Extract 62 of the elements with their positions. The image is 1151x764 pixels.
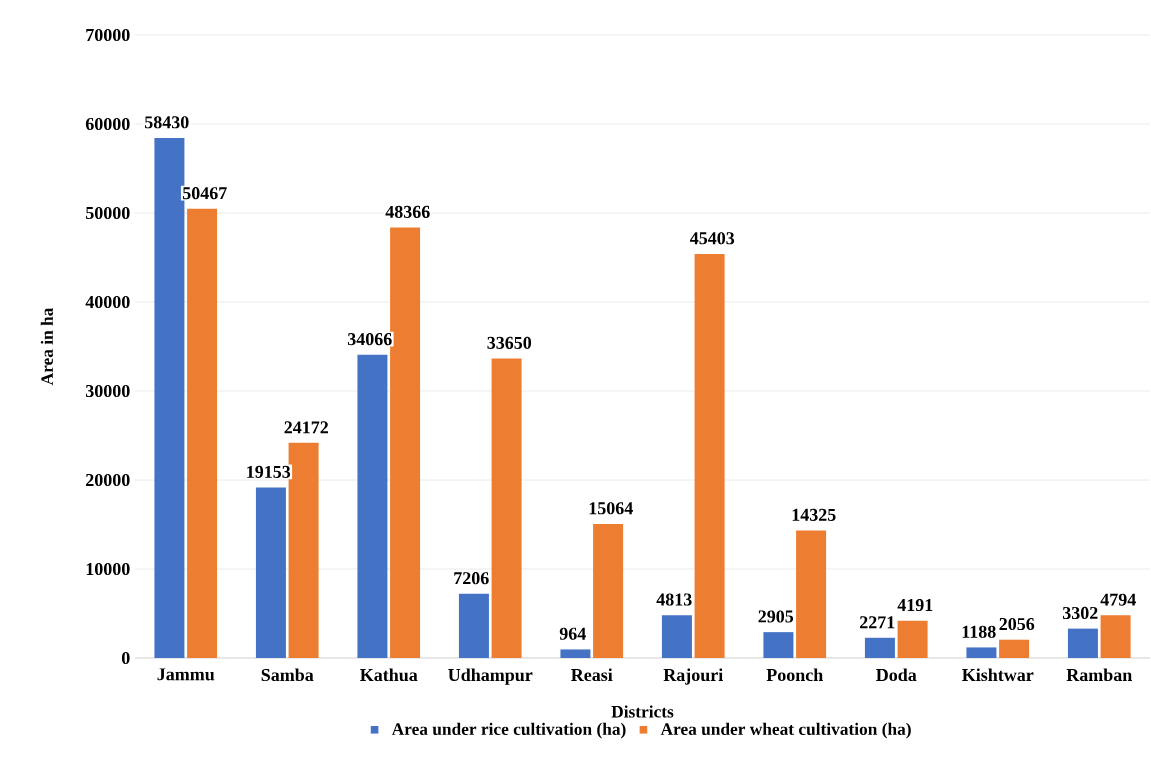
x-tick-label: Doda bbox=[876, 668, 917, 682]
data-label: 4794 bbox=[1100, 593, 1136, 606]
bar bbox=[864, 637, 895, 658]
y-tick-label: 30000 bbox=[85, 384, 130, 398]
data-label: 964 bbox=[559, 627, 586, 640]
bar bbox=[999, 639, 1030, 658]
y-tick-label: 50000 bbox=[86, 206, 130, 220]
y-tick-label: 60000 bbox=[85, 117, 130, 131]
x-tick-label: Jammu bbox=[157, 668, 215, 681]
data-label: 50467 bbox=[182, 187, 227, 200]
data-label: 2905 bbox=[758, 610, 794, 623]
bar bbox=[796, 530, 827, 658]
y-axis-title: Area in ha bbox=[40, 307, 53, 386]
data-label: 15064 bbox=[589, 502, 633, 515]
x-axis-title: Districts bbox=[611, 705, 674, 718]
bar bbox=[1067, 628, 1098, 658]
bar bbox=[1100, 615, 1131, 658]
bar bbox=[661, 615, 692, 658]
x-tick-label: Rajouri bbox=[663, 668, 723, 685]
data-label: 2271 bbox=[860, 616, 895, 629]
data-label: 14325 bbox=[792, 508, 836, 521]
bar bbox=[966, 647, 997, 658]
x-tick-label: Kathua bbox=[360, 668, 418, 682]
bar bbox=[255, 487, 286, 658]
legend-label: Area under wheat cultivation (ha) bbox=[660, 722, 911, 739]
bar bbox=[593, 523, 624, 658]
data-label: 45403 bbox=[690, 232, 735, 245]
data-label: 1188 bbox=[962, 625, 996, 638]
data-label: 24172 bbox=[284, 421, 328, 434]
data-label: 2056 bbox=[999, 617, 1035, 631]
legend-label: Area under rice cultivation (ha) bbox=[391, 722, 626, 739]
x-tick-label: Udhampur bbox=[448, 668, 533, 685]
bar bbox=[288, 442, 319, 658]
data-label: 58430 bbox=[144, 116, 189, 129]
bar bbox=[390, 227, 421, 658]
bar bbox=[694, 253, 725, 658]
bar bbox=[560, 649, 591, 658]
bar bbox=[897, 620, 928, 658]
data-label: 19153 bbox=[247, 465, 291, 478]
x-tick-label: Kishtwar bbox=[962, 668, 1034, 682]
data-label: 4191 bbox=[897, 599, 933, 612]
bar bbox=[357, 354, 388, 658]
bar bbox=[491, 358, 522, 658]
y-tick-label: 10000 bbox=[86, 562, 130, 576]
bar bbox=[154, 137, 185, 658]
x-tick-label: Samba bbox=[261, 668, 314, 682]
bar bbox=[187, 208, 218, 658]
data-label: 34066 bbox=[347, 333, 392, 346]
data-label: 4813 bbox=[656, 593, 692, 606]
y-tick-label: 0 bbox=[121, 651, 130, 665]
y-tick-label: 70000 bbox=[86, 28, 130, 42]
x-tick-label: Reasi bbox=[571, 668, 613, 682]
bar bbox=[763, 632, 794, 658]
data-label: 3302 bbox=[1062, 606, 1098, 619]
data-label: 7206 bbox=[454, 572, 489, 585]
x-tick-label: Ramban bbox=[1066, 668, 1132, 682]
y-tick-label: 20000 bbox=[86, 473, 130, 487]
x-tick-label: Poonch bbox=[766, 668, 823, 682]
data-label: 33650 bbox=[487, 336, 532, 349]
y-tick-label: 40000 bbox=[85, 295, 130, 309]
data-label: 48366 bbox=[385, 205, 430, 218]
bar bbox=[458, 593, 489, 658]
